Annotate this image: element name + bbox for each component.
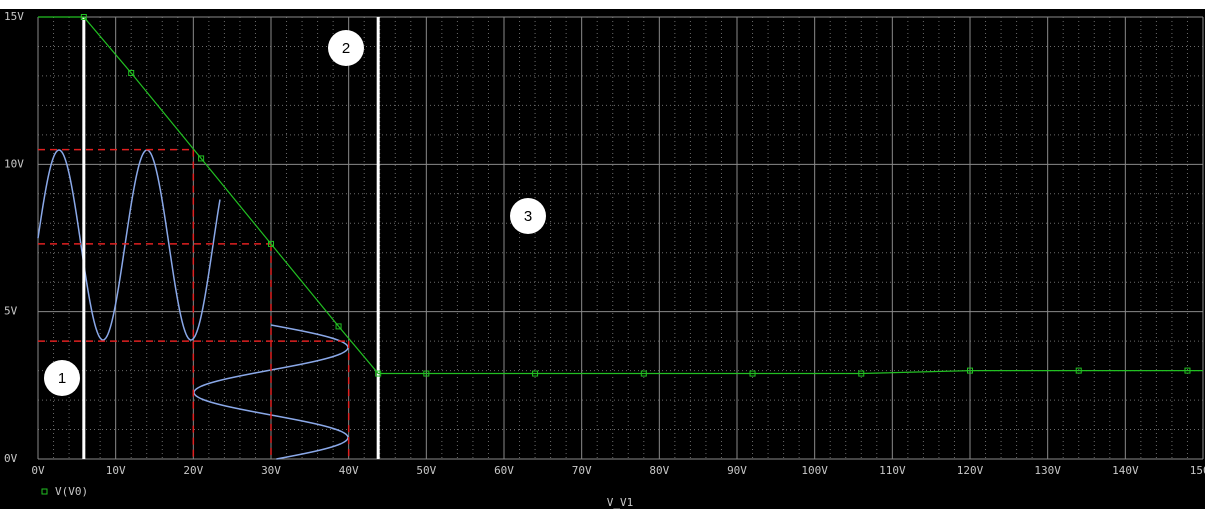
x-tick-label: 100V xyxy=(801,464,828,477)
x-tick-label: 110V xyxy=(879,464,906,477)
legend-label: V(V0) xyxy=(55,485,88,498)
annotation: 3 xyxy=(524,208,532,225)
x-tick-label: 40V xyxy=(339,464,359,477)
x-tick-label: 120V xyxy=(957,464,984,477)
y-tick-label: 0V xyxy=(4,452,18,465)
y-tick-label: 5V xyxy=(4,305,18,318)
x-axis-title: V_V1 xyxy=(607,496,634,509)
x-tick-label: 10V xyxy=(106,464,126,477)
y-tick-label: 15V xyxy=(4,10,24,23)
annotation: 2 xyxy=(342,40,350,57)
x-tick-label: 90V xyxy=(727,464,747,477)
x-tick-label: 80V xyxy=(649,464,669,477)
chart: 0V10V20V30V40V50V60V70V80V90V100V110V120… xyxy=(0,0,1205,509)
x-tick-label: 50V xyxy=(416,464,436,477)
plot-background xyxy=(0,9,1205,509)
x-tick-label: 0V xyxy=(31,464,45,477)
x-tick-label: 140V xyxy=(1112,464,1139,477)
x-tick-label: 60V xyxy=(494,464,514,477)
y-tick-label: 10V xyxy=(4,157,24,170)
annotation: 1 xyxy=(58,370,66,387)
x-tick-label: 130V xyxy=(1034,464,1061,477)
x-tick-label: 20V xyxy=(183,464,203,477)
x-tick-label: 70V xyxy=(572,464,592,477)
x-tick-label: 30V xyxy=(261,464,281,477)
